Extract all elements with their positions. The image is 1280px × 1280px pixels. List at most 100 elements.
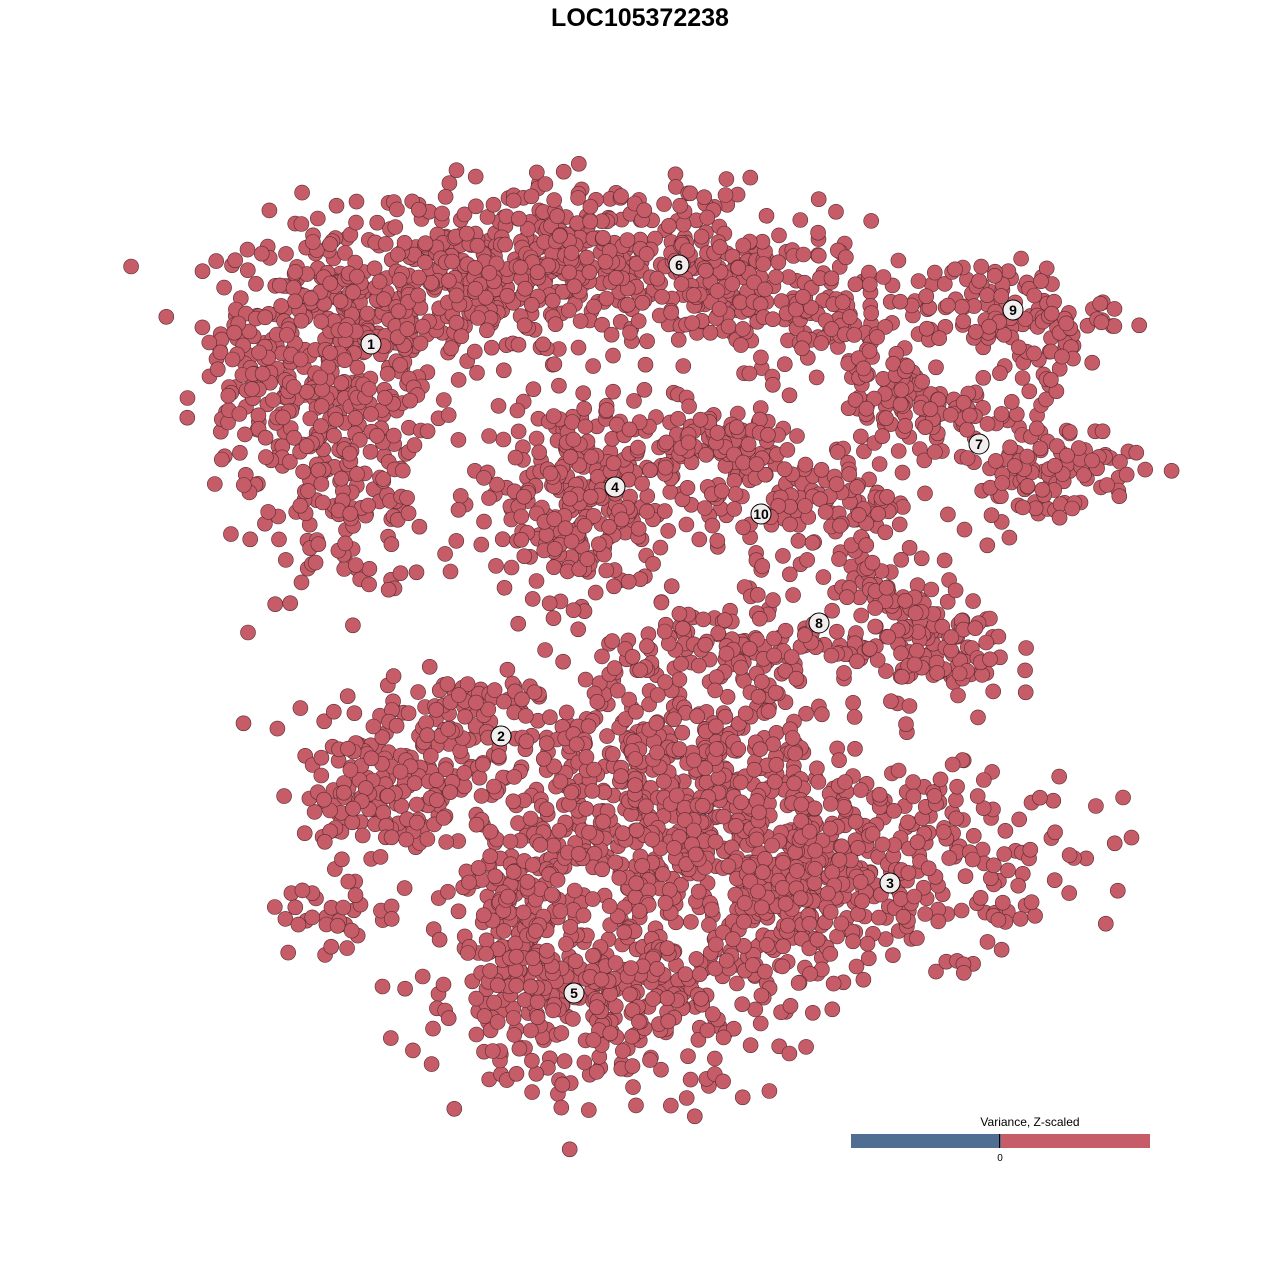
cell-point: [333, 375, 350, 391]
cell-point: [1099, 477, 1115, 493]
cell-point: [361, 381, 377, 397]
cell-point: [1032, 789, 1048, 806]
cell-point: [531, 444, 548, 461]
cell-point: [594, 648, 610, 665]
cell-point: [467, 281, 484, 297]
cell-point: [874, 836, 891, 853]
cell-point: [947, 582, 964, 599]
cell-point: [709, 424, 726, 441]
cell-point: [692, 411, 709, 428]
cell-point: [310, 536, 327, 553]
cell-point: [993, 406, 1010, 422]
cell-point: [287, 264, 304, 280]
cell-point: [594, 316, 610, 333]
cell-point: [624, 1028, 640, 1045]
cell-point: [450, 903, 467, 920]
cell-point: [897, 418, 914, 434]
cell-point: [696, 500, 713, 516]
cell-point: [292, 497, 309, 514]
cell-point: [794, 340, 810, 357]
cell-point: [877, 524, 894, 541]
cell-point: [850, 507, 867, 523]
cell-point: [890, 762, 907, 779]
cell-point: [336, 352, 353, 369]
cell-point: [788, 670, 805, 687]
cell-point: [374, 978, 391, 995]
cell-point: [357, 780, 374, 797]
cell-point: [590, 536, 607, 553]
cell-point: [867, 618, 884, 635]
cell-point: [450, 501, 467, 518]
cell-point: [541, 595, 558, 612]
cell-point: [767, 684, 784, 701]
cell-point: [295, 463, 311, 480]
cell-point: [543, 886, 560, 903]
cell-point: [440, 272, 457, 289]
cell-point: [226, 324, 243, 341]
cell-point: [1163, 462, 1180, 479]
cell-point: [450, 687, 467, 703]
cell-point: [659, 990, 676, 1007]
cell-point: [496, 923, 512, 939]
cell-point: [752, 1015, 769, 1032]
cell-point: [566, 278, 583, 295]
cell-point: [813, 461, 830, 478]
cell-point: [220, 387, 237, 404]
cell-point: [227, 252, 243, 269]
cell-point: [1000, 862, 1016, 879]
cell-point: [729, 975, 745, 992]
cell-point: [371, 273, 388, 290]
cell-point: [348, 193, 365, 210]
cell-point: [292, 700, 309, 716]
cell-point: [410, 684, 426, 700]
cell-point: [440, 1010, 457, 1027]
cell-point: [194, 263, 211, 280]
cell-point: [828, 204, 844, 220]
cell-point: [489, 476, 505, 493]
cell-point: [829, 444, 846, 460]
cell-point: [372, 849, 389, 865]
cell-point: [577, 418, 594, 435]
cell-point: [917, 485, 933, 502]
cell-point: [519, 873, 536, 890]
cell-point: [690, 657, 707, 674]
cell-point: [563, 784, 580, 801]
cell-point: [275, 409, 291, 426]
cell-point: [556, 1053, 573, 1069]
cell-point: [285, 280, 302, 296]
cell-point: [511, 1040, 528, 1057]
chart-title: LOC105372238: [551, 4, 729, 32]
cell-point: [440, 883, 456, 900]
cell-point: [619, 232, 636, 248]
cell-point: [586, 761, 602, 778]
cell-point: [542, 709, 558, 726]
cell-point: [224, 351, 241, 368]
cell-point: [563, 245, 580, 261]
cell-point: [717, 187, 734, 203]
cell-point: [718, 171, 735, 187]
cell-point: [1051, 768, 1067, 785]
cell-point: [551, 377, 567, 394]
cell-point: [986, 267, 1003, 284]
cell-point: [363, 406, 379, 422]
cell-point: [400, 505, 417, 522]
cell-point: [638, 246, 655, 262]
cell-point: [823, 270, 840, 287]
cell-point: [775, 854, 791, 871]
cell-point: [235, 715, 252, 732]
cell-point: [792, 890, 809, 907]
cell-point: [340, 873, 357, 890]
cell-point: [836, 665, 852, 681]
cell-point: [898, 716, 914, 733]
cell-point: [845, 694, 861, 711]
cell-point: [468, 816, 485, 833]
cell-point: [858, 400, 875, 417]
cell-point: [347, 887, 364, 904]
cell-point: [538, 735, 555, 752]
cell-point: [1058, 315, 1075, 332]
cell-point: [466, 343, 483, 360]
cell-point: [625, 1079, 641, 1095]
cell-point: [435, 976, 452, 993]
cell-point: [487, 868, 504, 885]
cell-point: [724, 276, 741, 292]
